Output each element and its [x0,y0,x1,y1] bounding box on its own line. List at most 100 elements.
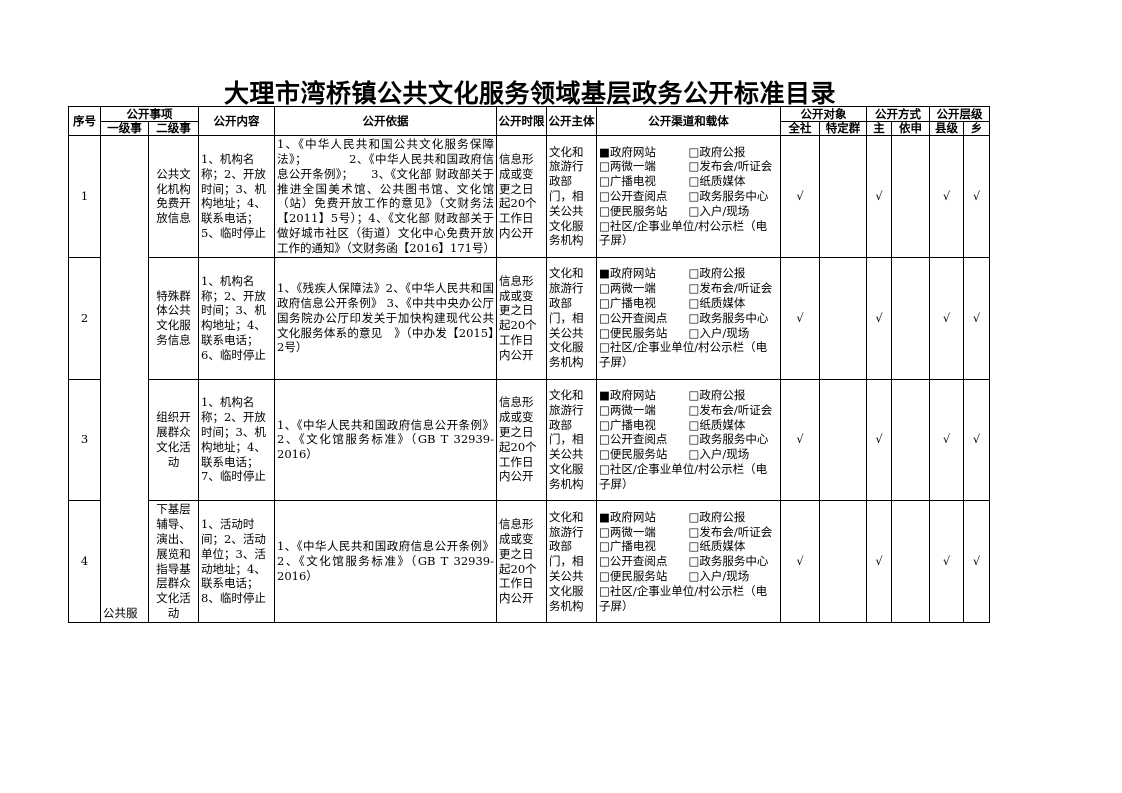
channel-checkbox[interactable]: □公开查阅点 [599,310,668,325]
channel-checkbox[interactable]: □广播电视 [599,417,656,432]
header-level-town: 乡 [963,121,990,136]
channel-checkbox[interactable]: □纸质媒体 [688,174,746,189]
row-seq: 3 [68,378,101,502]
channel-checkbox-checked[interactable]: ■政府网站 [599,266,656,281]
channel-checkbox[interactable]: □发布会/听证会 [688,281,773,296]
channel-checkbox[interactable]: □广播电视 [599,295,656,310]
channel-checkbox[interactable]: □两微一端 [599,159,656,174]
header-target: 公开对象 [780,106,867,122]
public-content: 1、机构名称；2、开放时间；3、机构地址；4、联系电话；7、临时停止 [198,378,275,502]
header-level: 公开层级 [929,106,990,122]
channel-checkbox-checked[interactable]: ■政府网站 [599,509,656,524]
row-seq: 4 [68,500,101,623]
public-content: 1、机构名称；2、开放时间；3、机构地址；4、联系电话；5、临时停止 [198,135,275,258]
channel-checkbox[interactable]: □发布会/听证会 [688,402,773,417]
level-town-check: √ [963,500,990,623]
public-deadline: 信息形成或变更之日起20个工作日内公开 [496,256,547,380]
method-active-check: √ [866,378,892,502]
header-target-all: 全社 [780,121,820,136]
channel-checkbox[interactable]: □社区/企事业单位/村公示栏（电子屏） [599,340,768,370]
public-subject: 文化和旅游行政部门，相关公共文化服务机构 [546,135,597,258]
channel-checkbox[interactable]: □政府公报 [688,388,746,403]
channel-checkbox[interactable]: □政府公报 [688,266,746,281]
target-all-check: √ [780,378,820,502]
header-channel: 公开渠道和载体 [596,106,781,136]
header-level2: 二级事 [148,121,199,136]
channel-checkbox[interactable]: □广播电视 [599,174,656,189]
level-town-check: √ [963,135,990,258]
channel-checkbox[interactable]: □便民服务站 [599,447,668,462]
public-basis: 1、《中华人民共和国政府信息公开条例》2、《文化馆服务标准》（GB T 3293… [274,500,497,623]
target-specific-check [819,500,867,623]
row-seq: 1 [68,135,101,258]
channel-checkbox[interactable]: □政务服务中心 [688,188,769,203]
channel-checkbox[interactable]: □纸质媒体 [688,539,746,554]
public-channels: ■政府网站 □政府公报□两微一端 □发布会/听证会□广播电视 □纸质媒体□公开查阅点 □… [596,135,781,258]
header-target-specific: 特定群 [819,121,867,136]
table-row: 1公共服务公共文化机构免费开放信息1、机构名称；2、开放时间；3、机构地址；4、… [68,135,990,623]
target-specific-check [819,135,867,258]
channel-checkbox[interactable]: □社区/企事业单位/村公示栏（电子屏） [599,462,768,491]
table-row: 3 组织开展群众文化活动 1、机构名称；2、开放时间；3、机构地址；4、联系电话；7… [68,378,990,502]
level-county-check: √ [929,135,964,258]
header-basis: 公开依据 [274,106,497,136]
channel-checkbox[interactable]: □便民服务站 [599,203,668,218]
level-county-check: √ [929,256,964,380]
channel-checkbox[interactable]: □入户/现场 [688,203,750,218]
public-basis: 1、《中华人民共和国政府信息公开条例》2、《文化馆服务标准》（GB T 3293… [274,378,497,502]
channel-checkbox[interactable]: □政府公报 [688,144,746,159]
level1-item: 公共服务 [100,135,149,623]
header-method: 公开方式 [866,106,930,122]
header-deadline: 公开时限 [496,106,547,136]
channel-checkbox[interactable]: □社区/企事业单位/村公示栏（电子屏） [599,218,768,248]
channel-checkbox[interactable]: □便民服务站 [599,569,668,584]
table-row: 2 特殊群体公共文化服务信息 1、机构名称；2、开放时间；3、机构地址；4、联系电话… [68,256,990,380]
level-town-check: √ [963,256,990,380]
channel-checkbox[interactable]: □纸质媒体 [688,417,746,432]
level-county-check: √ [929,500,964,623]
method-active-check: √ [866,500,892,623]
method-request-check [891,500,930,623]
channel-checkbox[interactable]: □两微一端 [599,524,656,539]
channel-checkbox[interactable]: □政务服务中心 [688,310,769,325]
channel-checkbox[interactable]: □入户/现场 [688,325,750,340]
header-method-active: 主 [866,121,892,136]
channel-checkbox[interactable]: □两微一端 [599,402,656,417]
method-request-check [891,135,930,258]
channel-checkbox[interactable]: □政务服务中心 [688,432,769,447]
channel-checkbox[interactable]: □政府公报 [688,509,746,524]
channel-checkbox[interactable]: □公开查阅点 [599,188,668,203]
channel-checkbox[interactable]: □发布会/听证会 [688,159,773,174]
level2-item: 下基层辅导、演出、展览和指导基层群众文化活动 [148,500,199,623]
channel-checkbox[interactable]: □便民服务站 [599,325,668,340]
level-county-check: √ [929,378,964,502]
public-basis: 1、《中华人民共和国公共文化服务保障法》； 2、《中华人民共和国政府信息公开条例… [274,135,497,258]
public-subject: 文化和旅游行政部门，相关公共文化服务机构 [546,378,597,502]
header-content: 公开内容 [198,106,275,136]
channel-checkbox[interactable]: □入户/现场 [688,447,750,462]
channel-checkbox[interactable]: □公开查阅点 [599,554,668,569]
public-channels: ■政府网站 □政府公报□两微一端 □发布会/听证会□广播电视 □纸质媒体□公开查阅点 □… [596,378,781,502]
channel-checkbox[interactable]: □社区/企事业单位/村公示栏（电子屏） [599,583,768,613]
header-subject: 公开主体 [546,106,597,136]
target-all-check: √ [780,500,820,623]
channel-checkbox[interactable]: □广播电视 [599,539,656,554]
channel-checkbox[interactable]: □两微一端 [599,281,656,296]
target-specific-check [819,378,867,502]
header-item: 公开事项 [100,106,199,122]
channel-checkbox[interactable]: □发布会/听证会 [688,524,773,539]
public-deadline: 信息形成或变更之日起20个工作日内公开 [496,500,547,623]
channel-checkbox[interactable]: □政务服务中心 [688,554,769,569]
channel-checkbox[interactable]: □公开查阅点 [599,432,668,447]
channel-checkbox-checked[interactable]: ■政府网站 [599,144,656,159]
level-town-check: √ [963,378,990,502]
target-all-check: √ [780,256,820,380]
channel-checkbox-checked[interactable]: ■政府网站 [599,388,656,403]
public-channels: ■政府网站 □政府公报□两微一端 □发布会/听证会□广播电视 □纸质媒体□公开查阅点 □… [596,256,781,380]
channel-checkbox[interactable]: □纸质媒体 [688,295,746,310]
level2-item: 组织开展群众文化活动 [148,378,199,502]
public-channels: ■政府网站 □政府公报□两微一端 □发布会/听证会□广播电视 □纸质媒体□公开查阅点 □… [596,500,781,623]
method-request-check [891,256,930,380]
target-specific-check [819,256,867,380]
channel-checkbox[interactable]: □入户/现场 [688,569,750,584]
